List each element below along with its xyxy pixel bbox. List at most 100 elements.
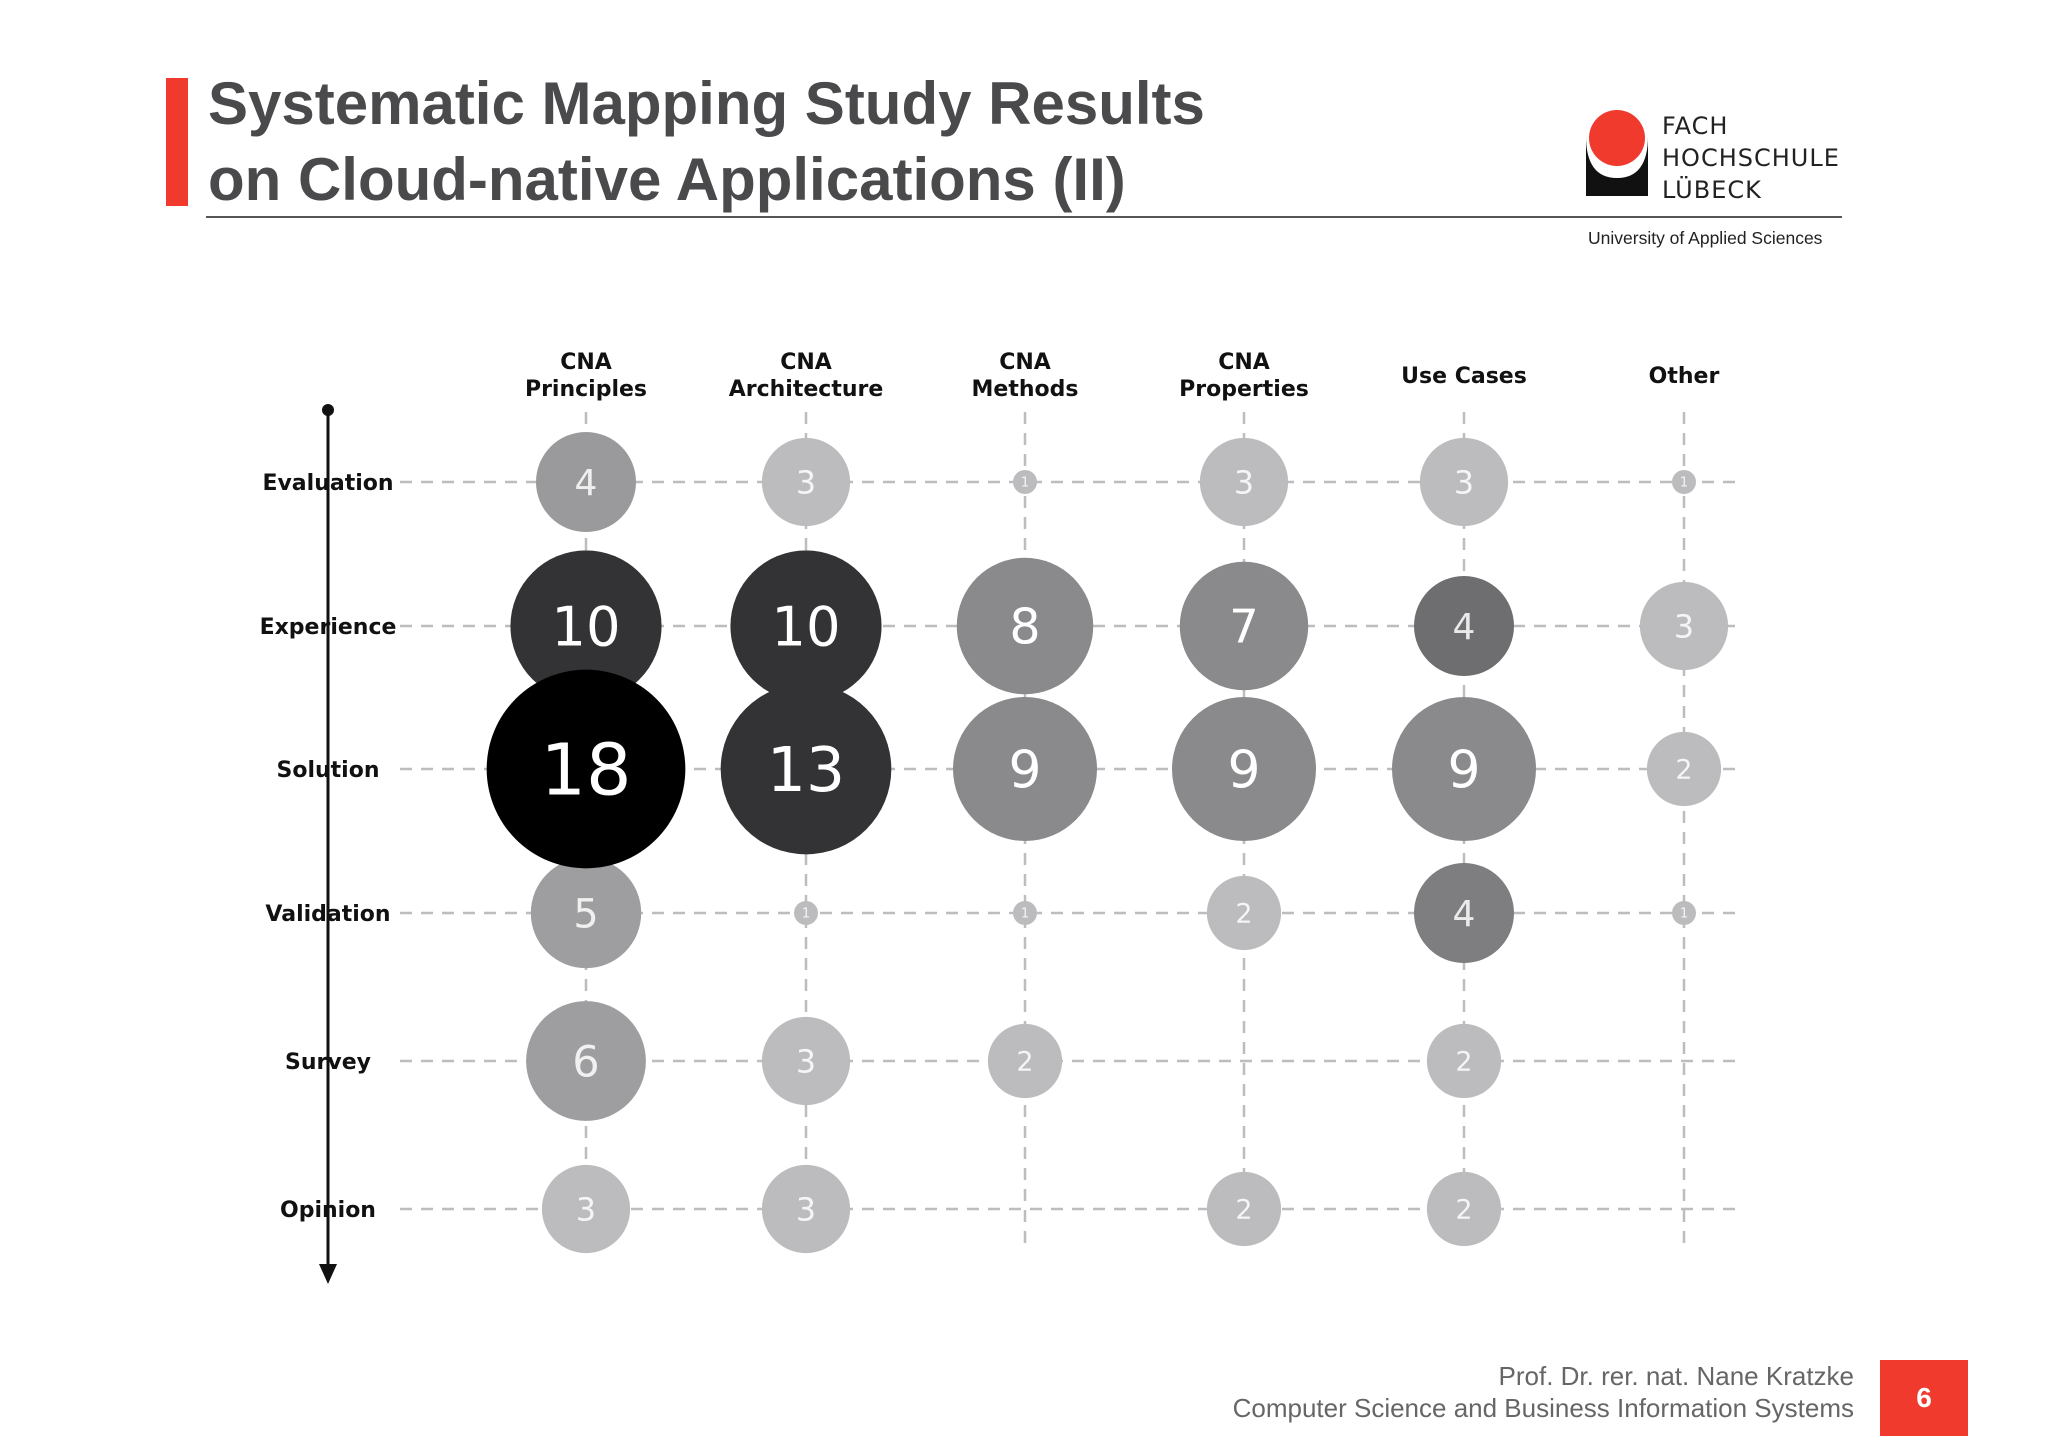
bubble-solution-col4 bbox=[1392, 697, 1536, 841]
column-header-line2: Methods bbox=[972, 377, 1079, 402]
logo-line-2: HOCHSCHULE bbox=[1662, 144, 1840, 172]
bubble-opinion-col4 bbox=[1426, 1171, 1502, 1247]
footer-author-block: Prof. Dr. rer. nat. Nane Kratzke Compute… bbox=[1233, 1360, 1854, 1424]
bubble-value-label: 8 bbox=[1009, 598, 1040, 656]
footer-department: Computer Science and Business Informatio… bbox=[1232, 1393, 1854, 1423]
bubble-evaluation-col2 bbox=[1013, 470, 1037, 494]
bubble-survey-col2 bbox=[987, 1023, 1063, 1099]
row-axis bbox=[319, 404, 337, 1284]
row-label-experience: Experience bbox=[260, 615, 397, 640]
bubble-value-label: 3 bbox=[1454, 465, 1474, 501]
bubble-evaluation-col0 bbox=[536, 432, 636, 532]
logo-line-3: LÜBECK bbox=[1662, 176, 1762, 204]
bubble-value-label: 9 bbox=[1228, 741, 1261, 801]
bubble-experience-col4 bbox=[1414, 576, 1514, 676]
bubble-value-label: 1 bbox=[1680, 476, 1688, 491]
column-header-line2: Architecture bbox=[729, 377, 884, 402]
row-label-evaluation: Evaluation bbox=[262, 471, 393, 496]
bubble-value-label: 3 bbox=[796, 465, 816, 501]
university-logo-icon bbox=[1586, 110, 1648, 196]
bubble-value-label: 2 bbox=[1017, 1047, 1034, 1078]
title-line-2: on Cloud-native Applications (II) bbox=[208, 146, 1126, 213]
bubble-survey-col0 bbox=[526, 1001, 646, 1121]
bubble-validation-col2 bbox=[1013, 901, 1037, 925]
row-label-survey: Survey bbox=[285, 1050, 371, 1075]
bubble-value-label: 4 bbox=[575, 463, 598, 504]
bubble-value-label: 3 bbox=[796, 1044, 816, 1080]
bubble-value-label: 1 bbox=[1021, 907, 1029, 922]
bubbles: 1 1 1 1 1 2 2 2 2 2 2 3 3 3 3 3 3 3 4 4 4 5 6 7 8 9 9 9 10 10 13 18 bbox=[486, 432, 1729, 1254]
column-header: Use Cases bbox=[1401, 364, 1527, 389]
bubble-value-label: 3 bbox=[576, 1192, 596, 1228]
bubble-evaluation-col3 bbox=[1199, 437, 1289, 527]
bubble-solution-col2 bbox=[953, 697, 1097, 841]
bubble-value-label: 13 bbox=[767, 735, 845, 806]
bubble-value-label: 1 bbox=[1680, 907, 1688, 922]
bubble-evaluation-col1 bbox=[761, 437, 851, 527]
logo-line-1: FACH bbox=[1662, 112, 1729, 140]
bubble-value-label: 2 bbox=[1456, 1047, 1473, 1078]
bubble-value-label: 4 bbox=[1453, 894, 1476, 935]
bubble-validation-col5 bbox=[1672, 901, 1696, 925]
page-margin bbox=[0, 0, 166, 1447]
column-header-line1: CNA bbox=[560, 350, 612, 375]
footer-author: Prof. Dr. rer. nat. Nane Kratzke bbox=[1498, 1361, 1854, 1391]
logo-wordmark: FACH HOCHSCHULE LÜBECK bbox=[1662, 110, 1840, 206]
row-label-opinion: Opinion bbox=[280, 1198, 376, 1223]
bubble-value-label: 7 bbox=[1229, 600, 1258, 654]
logo-subtitle: University of Applied Sciences bbox=[1588, 228, 1823, 248]
bubble-experience-col3 bbox=[1179, 561, 1309, 691]
bubble-evaluation-col4 bbox=[1419, 437, 1509, 527]
bubble-experience-col1 bbox=[730, 550, 882, 702]
bubble-solution-col5 bbox=[1646, 731, 1722, 807]
bubble-experience-col2 bbox=[956, 557, 1094, 695]
bubble-validation-col3 bbox=[1206, 875, 1282, 951]
bubble-survey-col4 bbox=[1426, 1023, 1502, 1099]
bubble-value-label: 1 bbox=[1021, 476, 1029, 491]
slide bbox=[166, 0, 2048, 1447]
row-label-validation: Validation bbox=[265, 902, 390, 927]
column-header-line2: Principles bbox=[525, 377, 647, 402]
bubble-value-label: 3 bbox=[1234, 465, 1254, 501]
bubble-value-label: 2 bbox=[1236, 899, 1253, 930]
bubble-value-label: 10 bbox=[551, 595, 620, 659]
title-divider bbox=[206, 216, 1842, 218]
slide-title: Systematic Mapping Study Results on Clou… bbox=[208, 66, 1368, 218]
bubble-value-label: 5 bbox=[573, 891, 598, 937]
bubble-solution-col0 bbox=[486, 669, 686, 869]
bubble-value-label: 10 bbox=[771, 595, 840, 659]
bubble-value-label: 1 bbox=[802, 907, 810, 922]
bubble-value-label: 3 bbox=[796, 1192, 816, 1228]
bubble-validation-col1 bbox=[794, 901, 818, 925]
bubble-experience-col5 bbox=[1639, 581, 1729, 671]
bubble-value-label: 4 bbox=[1453, 607, 1476, 648]
column-header-line1: CNA bbox=[780, 350, 832, 375]
bubble-opinion-col3 bbox=[1206, 1171, 1282, 1247]
bubble-value-label: 2 bbox=[1456, 1195, 1473, 1226]
bubble-solution-col3 bbox=[1172, 697, 1316, 841]
bubble-value-label: 6 bbox=[572, 1038, 599, 1088]
row-label-solution: Solution bbox=[277, 758, 380, 783]
bubble-value-label: 9 bbox=[1448, 741, 1481, 801]
bubble-value-label: 9 bbox=[1009, 741, 1042, 801]
row-axis-arrowhead-icon bbox=[319, 1264, 337, 1284]
bubble-validation-col0 bbox=[530, 857, 642, 969]
column-header-line2: Properties bbox=[1179, 377, 1309, 402]
bubble-value-label: 3 bbox=[1674, 609, 1694, 645]
bubble-survey-col1 bbox=[761, 1016, 851, 1106]
title-line-1: Systematic Mapping Study Results bbox=[208, 70, 1205, 137]
page-number: 6 bbox=[1880, 1360, 1968, 1436]
bubble-solution-col1 bbox=[720, 683, 892, 855]
bubble-value-label: 18 bbox=[540, 729, 631, 812]
bubble-value-label: 2 bbox=[1676, 755, 1693, 786]
bubble-opinion-col1 bbox=[761, 1164, 851, 1254]
bubble-opinion-col0 bbox=[541, 1164, 631, 1254]
bubble-value-label: 2 bbox=[1236, 1195, 1253, 1226]
axis-labels: CNAPrinciplesCNAArchitectureCNAMethodsCN… bbox=[260, 350, 1720, 1223]
bubble-evaluation-col5 bbox=[1672, 470, 1696, 494]
row-axis-start-dot bbox=[322, 404, 334, 416]
bubble-experience-col0 bbox=[510, 550, 662, 702]
bubble-validation-col4 bbox=[1414, 863, 1514, 963]
column-header: Other bbox=[1649, 364, 1720, 389]
